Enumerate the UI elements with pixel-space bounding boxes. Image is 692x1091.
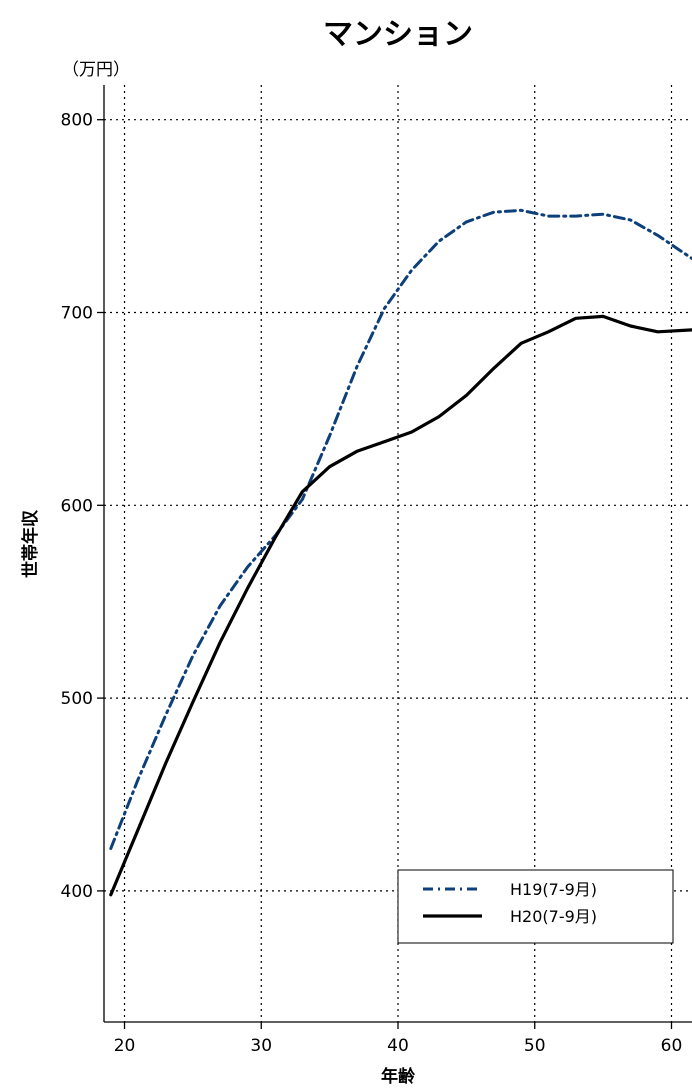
y-axis-label: 世帯年収 <box>20 509 41 578</box>
y-tick-label: 600 <box>61 496 93 516</box>
x-tick-label: 40 <box>387 1036 409 1056</box>
axes: 400 500 600 700 800 20 30 40 50 60 <box>61 85 692 1056</box>
legend-label-h20: H20(7-9月) <box>510 907 597 926</box>
series-line-h19 <box>109 208 692 850</box>
y-tick-label: 400 <box>61 882 93 902</box>
y-tick-label: 500 <box>61 689 93 709</box>
x-axis-label: 年齢 <box>381 1066 416 1087</box>
y-tick-label: 700 <box>61 304 93 324</box>
y-tick-label: 800 <box>61 111 93 131</box>
x-tick-label: 30 <box>250 1036 272 1056</box>
legend-box <box>397 869 674 944</box>
series-lines <box>109 208 692 897</box>
y-axis-unit: （万円） <box>62 60 130 80</box>
x-tick-label: 20 <box>114 1036 136 1056</box>
x-tick-label: 60 <box>661 1036 683 1056</box>
chart-title: マンション <box>323 17 473 52</box>
series-line-h20 <box>109 314 692 897</box>
x-tick-label: 50 <box>524 1036 546 1056</box>
legend: H19(7-9月) H20(7-9月) <box>397 869 674 944</box>
legend-label-h19: H19(7-9月) <box>510 880 597 899</box>
